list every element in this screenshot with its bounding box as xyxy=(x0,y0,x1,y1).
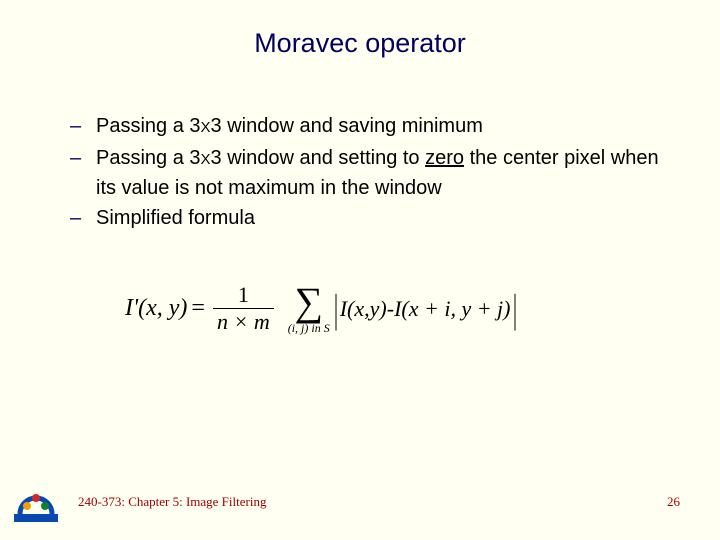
minus-sign: - xyxy=(387,296,394,322)
slide-title: Moravec operator xyxy=(0,28,720,59)
bullet-item: – Passing a 3X3 window and setting to ze… xyxy=(70,144,660,202)
sigma-icon: ∑ xyxy=(294,284,323,320)
formula-term-a: I(x,y) xyxy=(340,296,387,322)
abs-close: | xyxy=(513,289,517,329)
formula-lhs: I'(x, y) xyxy=(125,295,187,322)
sigma-subscript: (i, j) in S xyxy=(288,322,330,334)
formula: I'(x, y) = 1 n × m ∑ (i, j) in S | I(x,y… xyxy=(125,282,519,335)
bullet-item: – Simplified formula xyxy=(70,204,660,232)
fraction-numerator: 1 xyxy=(234,282,253,308)
bullet-dash: – xyxy=(70,144,96,172)
fraction-denominator: n × m xyxy=(213,309,274,335)
abs-open: | xyxy=(334,289,338,329)
footer-chapter: 240-373: Chapter 5: Image Filtering xyxy=(78,494,266,510)
footer-page-number: 26 xyxy=(667,494,680,510)
bullet-item: – Passing a 3X3 window and saving minimu… xyxy=(70,112,660,142)
bullet-text: Passing a 3X3 window and setting to zero… xyxy=(96,144,660,202)
bullet-dash: – xyxy=(70,204,96,232)
bullet-text: Simplified formula xyxy=(96,204,255,232)
summation: ∑ (i, j) in S xyxy=(288,284,330,334)
slide-body: – Passing a 3X3 window and saving minimu… xyxy=(70,112,660,234)
slide: Moravec operator – Passing a 3X3 window … xyxy=(0,0,720,540)
formula-term-b: I(x + i, y + j) xyxy=(394,296,510,322)
logo-icon xyxy=(14,484,58,522)
bullet-dash: – xyxy=(70,112,96,140)
equals-sign: = xyxy=(191,295,205,322)
fraction: 1 n × m xyxy=(213,282,274,335)
bullet-text: Passing a 3X3 window and saving minimum xyxy=(96,112,483,142)
